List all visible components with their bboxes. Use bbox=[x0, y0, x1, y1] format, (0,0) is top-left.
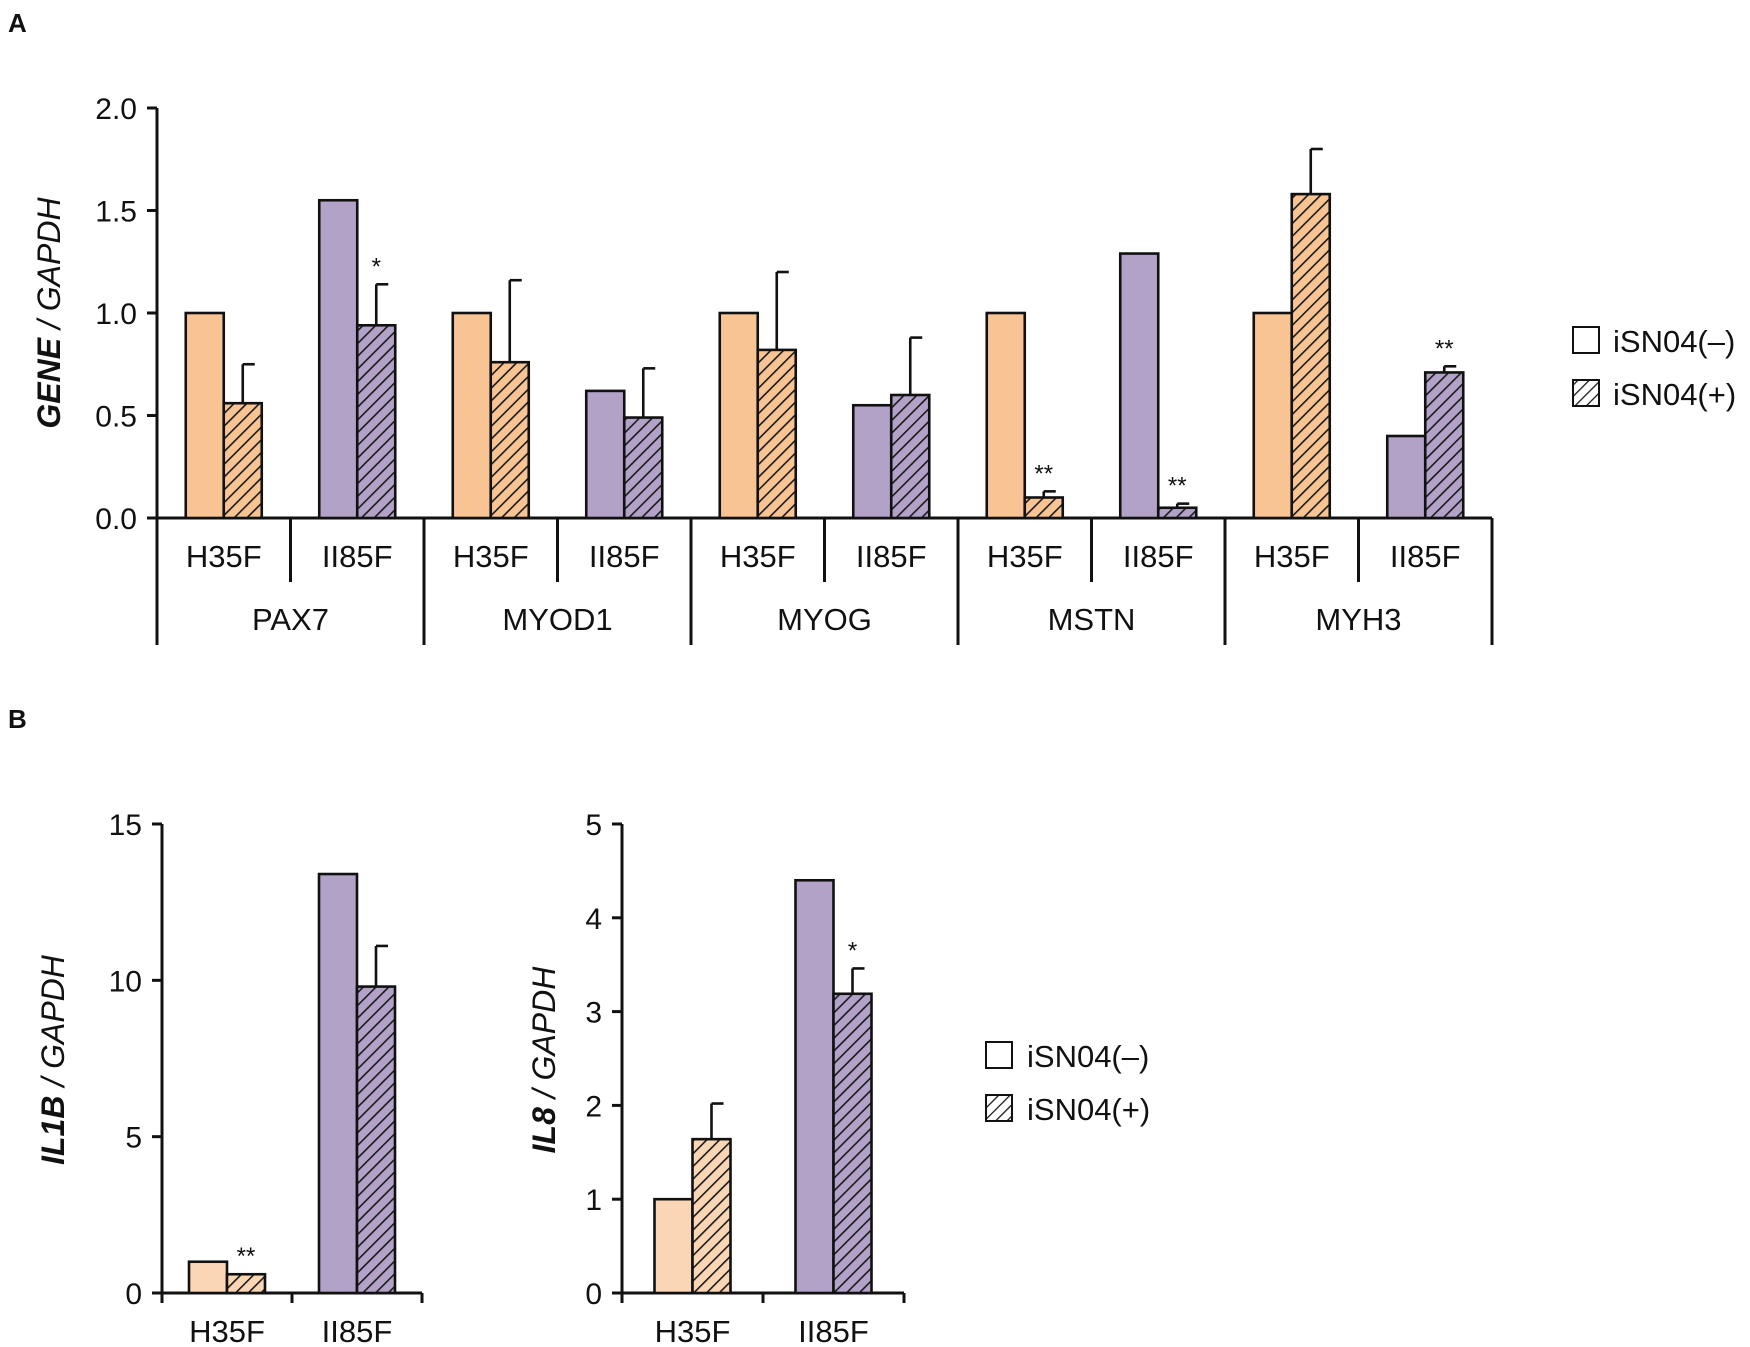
x-category-label: II85F bbox=[1123, 539, 1194, 574]
x-gene-label: MSTN bbox=[1048, 602, 1136, 637]
bar-plus bbox=[622, 416, 664, 520]
bar-plus bbox=[355, 323, 397, 520]
chart-il8: 0 1 2 3 4 5 IL8 / GAPDH H35F * II85F bbox=[526, 809, 906, 1347]
legend-label-plus: iSN04(+) bbox=[1613, 377, 1736, 412]
y-tick-label: 3 bbox=[585, 997, 602, 1030]
bar-minus bbox=[317, 198, 359, 520]
x-category-label: II85F bbox=[798, 1314, 869, 1347]
bar-plus bbox=[1023, 496, 1065, 520]
significance-marker: * bbox=[372, 253, 381, 280]
y-axis-label-gene: IL8 bbox=[526, 1107, 562, 1153]
legend-swatch-minus bbox=[1572, 326, 1600, 354]
legend-label-minus: iSN04(–) bbox=[1027, 1039, 1149, 1074]
x-gene-label: MYOG bbox=[777, 602, 872, 637]
panel-letter-a: A bbox=[8, 8, 27, 38]
legend-panel-a: iSN04(–) iSN04(+) bbox=[1572, 324, 1736, 412]
legend-panel-b: iSN04(–) iSN04(+) bbox=[985, 1039, 1150, 1127]
y-tick-label: 0 bbox=[585, 1278, 602, 1311]
bar-minus bbox=[317, 872, 359, 1295]
x-category-label: H35F bbox=[720, 539, 796, 574]
x-category-label: II85F bbox=[1390, 539, 1461, 574]
bar-plus bbox=[222, 401, 264, 520]
bar-plus bbox=[756, 348, 798, 520]
significance-marker: ** bbox=[1034, 460, 1053, 487]
y-tick-label: 4 bbox=[585, 903, 602, 936]
x-gene-label: MYH3 bbox=[1315, 602, 1401, 637]
x-category-label: II85F bbox=[589, 539, 660, 574]
legend-swatch-plus bbox=[985, 1094, 1013, 1122]
bar-plus bbox=[225, 1272, 267, 1295]
bar-minus bbox=[451, 311, 493, 520]
y-axis-label: GENE / GAPDH bbox=[31, 197, 67, 429]
x-gene-label: PAX7 bbox=[252, 602, 329, 637]
x-gene-label: MYOD1 bbox=[502, 602, 612, 637]
y-tick-label: 1 bbox=[585, 1184, 602, 1217]
bar-plus bbox=[691, 1137, 732, 1295]
y-axis-label: IL1B / GAPDH bbox=[35, 954, 71, 1165]
y-tick-label: 1.5 bbox=[95, 196, 137, 229]
y-axis-label-gene: GENE bbox=[31, 336, 67, 428]
y-tick-label: 0.5 bbox=[95, 401, 137, 434]
bar-minus bbox=[985, 311, 1027, 520]
y-tick-label: 0.0 bbox=[95, 503, 137, 536]
bar-minus bbox=[794, 878, 835, 1295]
significance-marker: ** bbox=[237, 1243, 256, 1270]
bar-plus bbox=[1423, 371, 1465, 520]
bar-minus bbox=[851, 403, 893, 520]
x-category-label: H35F bbox=[453, 539, 529, 574]
y-tick-label: 2.0 bbox=[95, 93, 137, 126]
chart-panel-a: 0.0 0.5 1.0 1.5 2.0 GENE / GAPDH H35F * II85F H35… bbox=[31, 93, 1494, 645]
bar-minus bbox=[1385, 434, 1427, 520]
legend-swatch-plus bbox=[1572, 379, 1600, 407]
bar-minus bbox=[718, 311, 760, 520]
x-category-label: II85F bbox=[322, 539, 393, 574]
legend-swatch-minus bbox=[985, 1041, 1013, 1069]
significance-marker: ** bbox=[1435, 335, 1454, 362]
x-category-label: H35F bbox=[186, 539, 262, 574]
legend-label-plus: iSN04(+) bbox=[1027, 1092, 1150, 1127]
significance-marker: ** bbox=[1168, 473, 1187, 500]
x-category-label: H35F bbox=[189, 1314, 265, 1347]
bar-minus bbox=[1118, 252, 1160, 520]
bar-minus bbox=[187, 1260, 229, 1295]
y-tick-label: 2 bbox=[585, 1090, 602, 1123]
y-tick-label: 15 bbox=[109, 809, 142, 842]
x-category-label: H35F bbox=[1254, 539, 1330, 574]
bar-minus bbox=[1252, 311, 1294, 520]
x-category-label: II85F bbox=[322, 1314, 393, 1347]
bar-plus bbox=[1156, 506, 1198, 520]
panel-letter-b: B bbox=[8, 704, 27, 734]
y-axis-label-gene: IL1B bbox=[35, 1096, 71, 1165]
chart-il1b: 0 5 10 15 IL1B / GAPDH ** H35F II85F bbox=[35, 809, 424, 1347]
y-axis-label-ref: / GAPDH bbox=[526, 966, 562, 1107]
y-axis-label-ref: / GAPDH bbox=[35, 954, 71, 1095]
y-tick-label: 1.0 bbox=[95, 298, 137, 331]
y-tick-label: 5 bbox=[125, 1122, 142, 1155]
bar-plus bbox=[832, 992, 873, 1295]
bar-plus bbox=[489, 360, 531, 520]
y-tick-label: 0 bbox=[125, 1278, 142, 1311]
significance-marker: * bbox=[848, 937, 857, 964]
bar-plus bbox=[889, 393, 931, 520]
y-tick-label: 10 bbox=[109, 965, 142, 998]
y-axis-label: IL8 / GAPDH bbox=[526, 966, 562, 1154]
y-tick-label: 5 bbox=[585, 809, 602, 842]
bar-minus bbox=[584, 389, 626, 520]
x-category-label: II85F bbox=[856, 539, 927, 574]
x-category-label: H35F bbox=[655, 1314, 731, 1347]
bar-minus bbox=[184, 311, 226, 520]
x-category-label: H35F bbox=[987, 539, 1063, 574]
bar-plus bbox=[1290, 192, 1332, 520]
legend-label-minus: iSN04(–) bbox=[1613, 324, 1735, 359]
bar-minus bbox=[653, 1197, 694, 1295]
bar-plus bbox=[355, 985, 397, 1295]
y-axis-label-ref: / GAPDH bbox=[31, 197, 67, 338]
